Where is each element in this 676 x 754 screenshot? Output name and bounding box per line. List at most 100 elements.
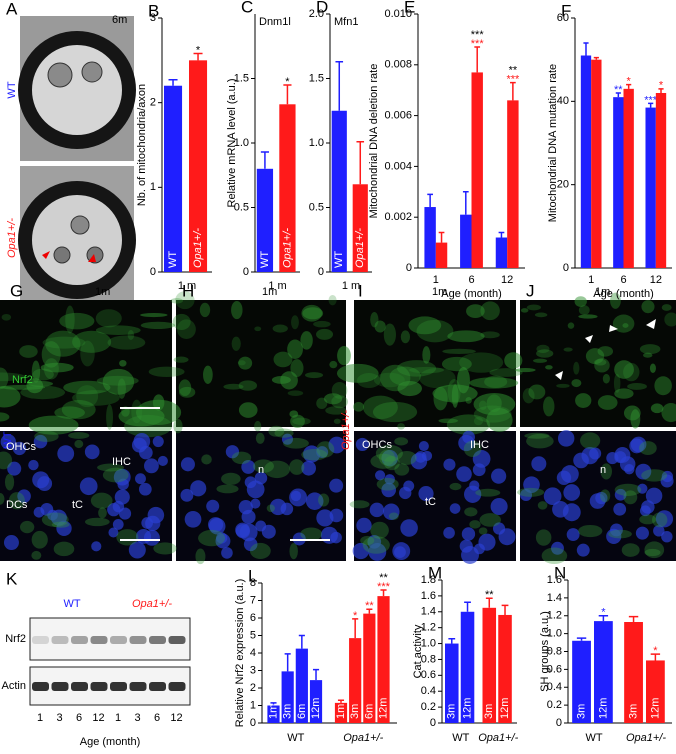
nrf2-signal — [328, 294, 337, 306]
bar — [591, 59, 602, 268]
cell-label: IHC — [112, 456, 131, 468]
nrf2-signal — [575, 393, 592, 408]
bar-label: 1m — [267, 704, 279, 719]
nrf2-signal — [469, 520, 481, 529]
panel-h-top — [176, 300, 346, 427]
nucleus — [180, 457, 195, 472]
nrf2-signal — [465, 397, 472, 404]
nrf2-signal — [613, 373, 621, 393]
nucleus — [421, 450, 433, 462]
nucleus — [3, 535, 19, 551]
nrf2-signal — [316, 328, 334, 340]
nucleus — [316, 509, 334, 527]
error-bar — [485, 597, 493, 608]
nrf2-signal — [639, 441, 657, 456]
band — [129, 682, 147, 691]
nrf2-signal — [433, 386, 448, 411]
bar — [482, 607, 497, 723]
band — [32, 682, 49, 691]
y-tick-label: 3 — [150, 12, 156, 24]
nrf2-signal — [360, 535, 375, 546]
lane-label: 12 — [170, 712, 182, 724]
nrf2-signal — [238, 402, 258, 418]
bar — [331, 110, 347, 272]
nucleus — [635, 526, 649, 540]
nrf2-signal — [536, 344, 550, 354]
nucleus — [28, 459, 39, 471]
significance: ** — [365, 600, 374, 612]
nucleus — [50, 509, 67, 526]
x-axis-label: 1 m — [342, 280, 360, 292]
y-tick-label: 4 — [250, 647, 256, 659]
nrf2-signal — [4, 473, 15, 491]
bar-label: 3m — [282, 704, 294, 719]
y-tick-label: 1.6 — [547, 574, 562, 586]
nucleus — [328, 436, 346, 454]
nucleus — [180, 488, 194, 502]
band — [110, 636, 127, 644]
nrf2-signal — [140, 321, 176, 329]
nrf2-signal — [53, 541, 75, 557]
nucleus — [543, 487, 562, 506]
nrf2-signal — [65, 305, 75, 334]
error-bar — [501, 604, 509, 615]
bar-label: 12m — [377, 698, 389, 719]
nrf2-signal — [400, 330, 411, 344]
y-tick-label: 8 — [250, 577, 256, 589]
band — [90, 682, 108, 691]
nucleus — [606, 528, 622, 544]
bar-label: WT — [167, 251, 179, 268]
significance: ** — [614, 84, 623, 96]
nrf2-signal — [422, 346, 431, 364]
nrf2-signal — [416, 319, 454, 343]
nrf2-signal — [612, 314, 635, 333]
panel-letter: G — [10, 281, 23, 300]
nrf2-signal — [639, 344, 661, 355]
y-tick-label: 1.5 — [234, 72, 249, 84]
nrf2-signal — [254, 420, 262, 432]
nucleus — [33, 434, 48, 449]
nrf2-signal — [290, 414, 305, 428]
nrf2-signal — [316, 397, 328, 409]
nrf2-signal — [447, 330, 485, 343]
nucleus — [112, 519, 124, 530]
nucleus — [523, 476, 540, 493]
panel-letter: C — [241, 0, 253, 16]
bar — [495, 237, 508, 268]
nrf2-signal — [480, 301, 500, 321]
panel-letter: L — [248, 566, 257, 585]
nucleus — [290, 490, 302, 502]
lane-label: 1 — [37, 712, 43, 724]
nrf2-signal — [457, 367, 470, 394]
nrf2-signal — [337, 345, 351, 366]
nucleus — [152, 436, 164, 448]
nrf2-signal — [119, 359, 127, 367]
nrf2-signal — [316, 441, 335, 458]
nucleus — [128, 541, 146, 559]
nrf2-signal — [600, 463, 612, 480]
blot-group: WT — [63, 598, 80, 610]
nucleus — [135, 473, 146, 485]
nrf2-signal — [522, 388, 535, 404]
nrf2-signal — [63, 380, 111, 395]
nrf2-signal — [517, 487, 545, 497]
significance: * — [659, 80, 664, 92]
bar-label: WT — [333, 251, 345, 268]
nrf2-signal — [31, 550, 42, 560]
lane-label: 3 — [56, 712, 62, 724]
nrf2-signal — [148, 366, 185, 377]
band — [51, 636, 69, 644]
nrf2-signal — [627, 383, 647, 390]
error-bar — [583, 42, 589, 56]
wt-label: WT — [2, 431, 14, 448]
bar-label: 6m — [363, 704, 375, 719]
nucleus — [381, 482, 397, 498]
nrf2-signal — [376, 477, 399, 491]
nrf2-signal — [578, 524, 603, 538]
nrf2-signal — [597, 395, 618, 410]
error-bar — [284, 653, 291, 672]
nrf2-signal — [394, 463, 410, 476]
nucleus — [112, 500, 125, 513]
bar — [460, 214, 472, 268]
nrf2-signal — [19, 345, 38, 358]
